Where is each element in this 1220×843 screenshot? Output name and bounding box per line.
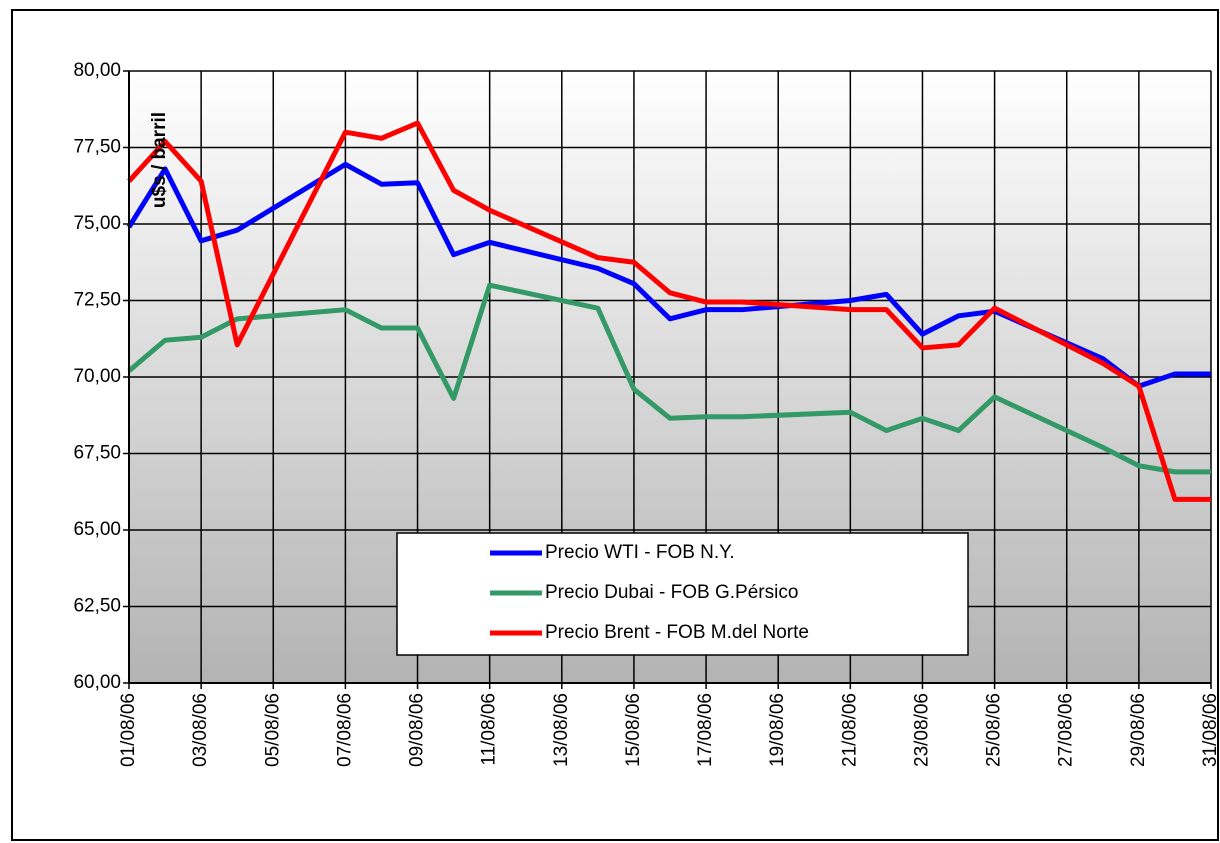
x-tick-label: 07/08/06 [334, 693, 355, 767]
x-tick-label: 09/08/06 [407, 693, 428, 767]
x-tick-label: 29/08/06 [1128, 693, 1149, 767]
x-tick-label: 15/08/06 [623, 693, 644, 767]
y-tick-label: 60,00 [73, 672, 121, 693]
x-tick-label: 13/08/06 [551, 693, 572, 767]
y-tick-label: 65,00 [73, 519, 121, 540]
x-tick-label: 17/08/06 [695, 693, 716, 767]
legend-label: Precio Dubai - FOB G.Pérsico [545, 582, 798, 603]
x-tick-label: 25/08/06 [984, 693, 1005, 767]
x-tick-label: 27/08/06 [1056, 693, 1077, 767]
data-line [127, 282, 1211, 475]
y-axis-label: u$s / barril [149, 112, 170, 208]
y-tick-label: 72,50 [73, 290, 121, 311]
x-tick-label: 01/08/06 [118, 693, 139, 767]
x-tick-label: 19/08/06 [767, 693, 788, 767]
y-tick-label: 67,50 [73, 443, 121, 464]
x-tick-label: 03/08/06 [190, 693, 211, 767]
y-tick-label: 62,50 [73, 596, 121, 617]
legend-label: Precio WTI - FOB N.Y. [545, 542, 735, 563]
y-tick-label: 80,00 [73, 60, 121, 81]
y-tick-label: 75,00 [73, 213, 121, 234]
y-tick-label: 70,00 [73, 366, 121, 387]
x-tick-label: 21/08/06 [839, 693, 860, 767]
y-tick-label: 77,50 [73, 137, 121, 158]
x-tick-label: 05/08/06 [262, 693, 283, 767]
x-tick-label: 31/08/06 [1200, 693, 1220, 767]
data-line [127, 120, 1211, 502]
x-tick-label: 23/08/06 [911, 693, 932, 767]
x-tick-label: 11/08/06 [479, 693, 500, 766]
legend-label: Precio Brent - FOB M.del Norte [545, 622, 809, 643]
